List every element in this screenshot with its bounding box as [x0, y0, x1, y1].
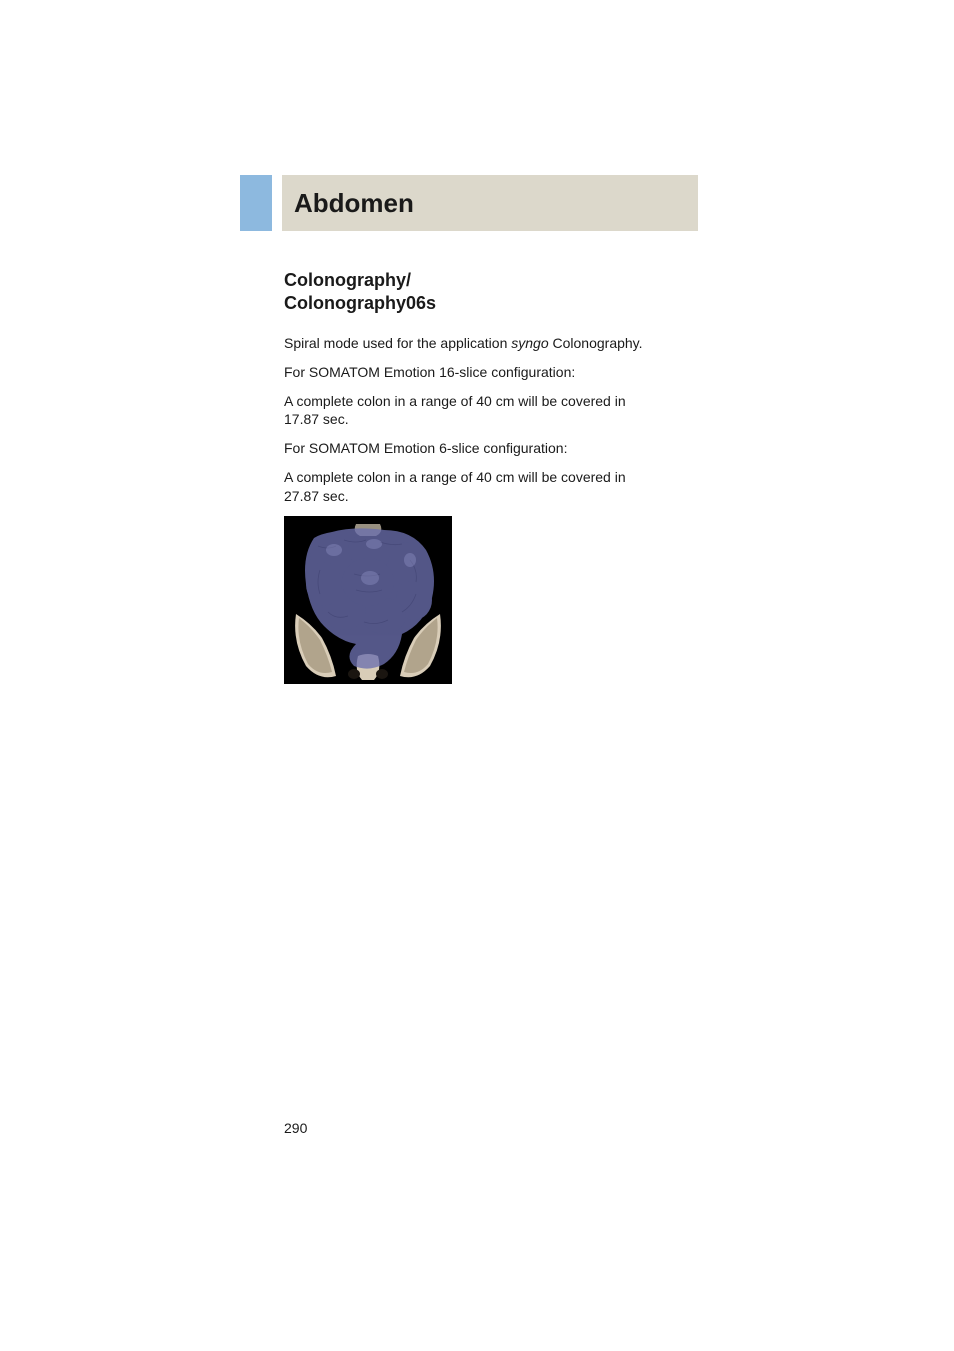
body-content: Colonography/ Colonography06s Spiral mod…: [284, 269, 664, 684]
section-header: Abdomen: [240, 175, 698, 231]
subheading-line-1: Colonography/: [284, 270, 411, 290]
paragraph-colon-6: A complete colon in a range of 40 cm wil…: [284, 468, 664, 506]
paragraph-config-6: For SOMATOM Emotion 6-slice configuratio…: [284, 439, 664, 458]
colonography-figure: [284, 516, 452, 684]
intro-prefix: Spiral mode used for the application: [284, 335, 511, 351]
header-title-container: Abdomen: [282, 175, 698, 231]
subsection-heading: Colonography/ Colonography06s: [284, 269, 664, 316]
intro-italic: syngo: [511, 335, 548, 351]
colonography-scan-icon: [284, 516, 452, 684]
paragraph-intro: Spiral mode used for the application syn…: [284, 334, 664, 353]
subheading-line-2: Colonography06s: [284, 293, 436, 313]
paragraph-colon-16: A complete colon in a range of 40 cm wil…: [284, 392, 664, 430]
paragraph-config-16: For SOMATOM Emotion 16-slice configurati…: [284, 363, 664, 382]
header-accent-bar: [240, 175, 272, 231]
intro-suffix: Colonography.: [549, 335, 643, 351]
page-number: 290: [284, 1120, 307, 1136]
page-content: Abdomen Colonography/ Colonography06s Sp…: [240, 175, 698, 684]
section-title: Abdomen: [294, 188, 414, 219]
